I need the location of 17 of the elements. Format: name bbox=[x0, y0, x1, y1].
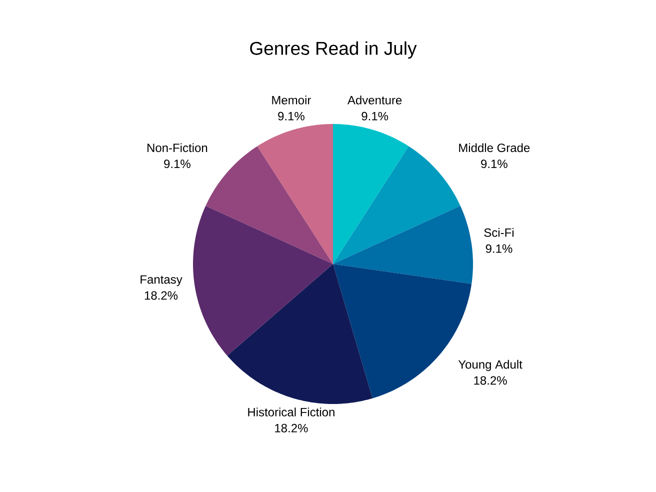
slice-label: Young Adult bbox=[458, 360, 522, 372]
data-label: 9.1% bbox=[278, 112, 304, 120]
data-label: 18.2% bbox=[144, 291, 178, 300]
slice-label: Sci-Fi bbox=[484, 228, 514, 237]
slice-label: Non-Fiction bbox=[148, 143, 208, 152]
data-label: 9.1% bbox=[481, 160, 508, 168]
data-label: 9.1% bbox=[486, 244, 512, 253]
data-label: 18.2% bbox=[275, 424, 308, 432]
data-label: 9.1% bbox=[362, 112, 388, 120]
slice-label: Fantasy bbox=[140, 275, 182, 286]
slice-label: Middle Grade bbox=[459, 143, 530, 152]
data-label: 9.1% bbox=[164, 160, 190, 168]
chart-title: Genres Read in July bbox=[250, 41, 417, 59]
data-label: 18.2% bbox=[474, 376, 507, 385]
slice-label: Memoir bbox=[272, 96, 311, 104]
slice-label: Adventure bbox=[347, 96, 402, 104]
slice-label: Historical Fiction bbox=[248, 408, 334, 416]
